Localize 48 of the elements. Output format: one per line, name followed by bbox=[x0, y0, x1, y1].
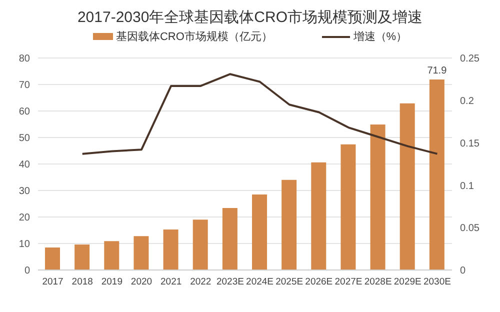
y-tick-label: 70 bbox=[18, 80, 30, 92]
y-tick-label: 40 bbox=[18, 160, 30, 171]
x-tick-label: 2022 bbox=[190, 276, 212, 288]
x-tick-label: 2023E bbox=[216, 276, 244, 288]
y2-tick-label: 0.05 bbox=[460, 223, 480, 234]
y2-tick-label: 0.1 bbox=[460, 180, 474, 192]
y2-tick-label: 0.2 bbox=[460, 96, 474, 107]
y-tick-label: 30 bbox=[18, 186, 30, 198]
y-tick-label: 0 bbox=[24, 266, 30, 277]
y-tick-label: 60 bbox=[18, 106, 30, 118]
x-tick-label: 2029E bbox=[394, 276, 422, 288]
legend-label: 基因载体CRO市场规模（亿元） bbox=[114, 30, 272, 44]
bar bbox=[252, 194, 267, 270]
x-tick-label: 2018 bbox=[72, 276, 93, 288]
bar bbox=[400, 103, 415, 270]
x-tick-label: 2019 bbox=[101, 276, 122, 288]
bar bbox=[222, 208, 238, 270]
bar bbox=[340, 144, 356, 270]
bar bbox=[192, 220, 208, 270]
legend-label: 增速（%） bbox=[352, 30, 408, 44]
bar bbox=[74, 244, 90, 270]
y-tick-label: 20 bbox=[18, 212, 30, 224]
y2-tick-label: 0.15 bbox=[460, 138, 480, 150]
x-tick-label: 2025E bbox=[276, 276, 304, 288]
bar bbox=[104, 241, 120, 270]
bar bbox=[163, 229, 178, 270]
x-tick-label: 2024E bbox=[246, 276, 274, 288]
bar bbox=[45, 247, 60, 270]
x-tick-label: 2030E bbox=[423, 276, 451, 288]
bar bbox=[134, 236, 149, 270]
y-tick-label: 50 bbox=[18, 133, 30, 144]
x-tick-label: 2027E bbox=[334, 276, 362, 288]
x-tick-label: 2026E bbox=[305, 276, 333, 288]
data-label: 71.9 bbox=[427, 65, 448, 76]
bar bbox=[282, 180, 297, 270]
x-tick-label: 2021 bbox=[160, 276, 182, 288]
y2-tick-label: 0 bbox=[460, 266, 466, 277]
line-series bbox=[81, 73, 438, 155]
chart-title: 2017-2030年全球基因载体CRO市场规模预测及增速 bbox=[76, 8, 424, 27]
x-tick-label: 2028E bbox=[364, 276, 392, 288]
bar bbox=[311, 162, 326, 270]
y-tick-label: 80 bbox=[18, 54, 30, 65]
x-tick-label: 2017 bbox=[42, 276, 64, 288]
y-tick-label: 10 bbox=[18, 239, 30, 250]
bar bbox=[429, 79, 444, 270]
x-tick-label: 2020 bbox=[130, 276, 152, 288]
bar bbox=[370, 124, 386, 270]
y2-tick-label: 0.25 bbox=[460, 54, 480, 65]
